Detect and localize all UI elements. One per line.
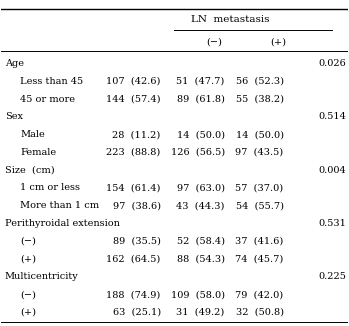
Text: 154  (61.4): 154 (61.4) (106, 184, 161, 192)
Text: (+): (+) (270, 37, 287, 46)
Text: 188  (74.9): 188 (74.9) (106, 290, 161, 299)
Text: 51  (47.7): 51 (47.7) (177, 77, 225, 86)
Text: 97  (38.6): 97 (38.6) (113, 201, 161, 210)
Text: 88  (54.3): 88 (54.3) (177, 255, 225, 263)
Text: (−): (−) (21, 237, 36, 246)
Text: 56  (52.3): 56 (52.3) (236, 77, 283, 86)
Text: Perithyroidal extension: Perithyroidal extension (5, 219, 120, 228)
Text: More than 1 cm: More than 1 cm (21, 201, 99, 210)
Text: 14  (50.0): 14 (50.0) (236, 130, 283, 139)
Text: 28  (11.2): 28 (11.2) (112, 130, 161, 139)
Text: Male: Male (21, 130, 45, 139)
Text: LN  metastasis: LN metastasis (191, 15, 269, 24)
Text: 74  (45.7): 74 (45.7) (235, 255, 283, 263)
Text: Age: Age (5, 59, 24, 68)
Text: 97  (63.0): 97 (63.0) (177, 184, 225, 192)
Text: 79  (42.0): 79 (42.0) (236, 290, 283, 299)
Text: 97  (43.5): 97 (43.5) (236, 148, 283, 157)
Text: 0.531: 0.531 (318, 219, 346, 228)
Text: 89  (61.8): 89 (61.8) (177, 95, 225, 103)
Text: Multicentricity: Multicentricity (5, 272, 79, 281)
Text: 0.026: 0.026 (318, 59, 346, 68)
Text: 223  (88.8): 223 (88.8) (106, 148, 161, 157)
Text: 0.004: 0.004 (318, 166, 346, 175)
Text: 1 cm or less: 1 cm or less (21, 184, 80, 192)
Text: 31  (49.2): 31 (49.2) (177, 308, 225, 317)
Text: (−): (−) (206, 37, 222, 46)
Text: 107  (42.6): 107 (42.6) (106, 77, 161, 86)
Text: 57  (37.0): 57 (37.0) (236, 184, 283, 192)
Text: 14  (50.0): 14 (50.0) (177, 130, 225, 139)
Text: 55  (38.2): 55 (38.2) (236, 95, 283, 103)
Text: 45 or more: 45 or more (21, 95, 75, 103)
Text: 54  (55.7): 54 (55.7) (236, 201, 283, 210)
Text: 63  (25.1): 63 (25.1) (112, 308, 161, 317)
Text: 32  (50.8): 32 (50.8) (236, 308, 283, 317)
Text: 89  (35.5): 89 (35.5) (113, 237, 161, 246)
Text: 144  (57.4): 144 (57.4) (106, 95, 161, 103)
Text: Sex: Sex (5, 112, 23, 121)
Text: 52  (58.4): 52 (58.4) (177, 237, 225, 246)
Text: Size  (cm): Size (cm) (5, 166, 54, 175)
Text: 43  (44.3): 43 (44.3) (176, 201, 225, 210)
Text: 37  (41.6): 37 (41.6) (235, 237, 283, 246)
Text: 0.514: 0.514 (318, 112, 346, 121)
Text: 126  (56.5): 126 (56.5) (171, 148, 225, 157)
Text: (−): (−) (21, 290, 36, 299)
Text: Less than 45: Less than 45 (21, 77, 83, 86)
Text: (+): (+) (21, 308, 36, 317)
Text: 162  (64.5): 162 (64.5) (106, 255, 161, 263)
Text: 0.225: 0.225 (318, 272, 346, 281)
Text: 109  (58.0): 109 (58.0) (171, 290, 225, 299)
Text: Female: Female (21, 148, 57, 157)
Text: (+): (+) (21, 255, 36, 263)
